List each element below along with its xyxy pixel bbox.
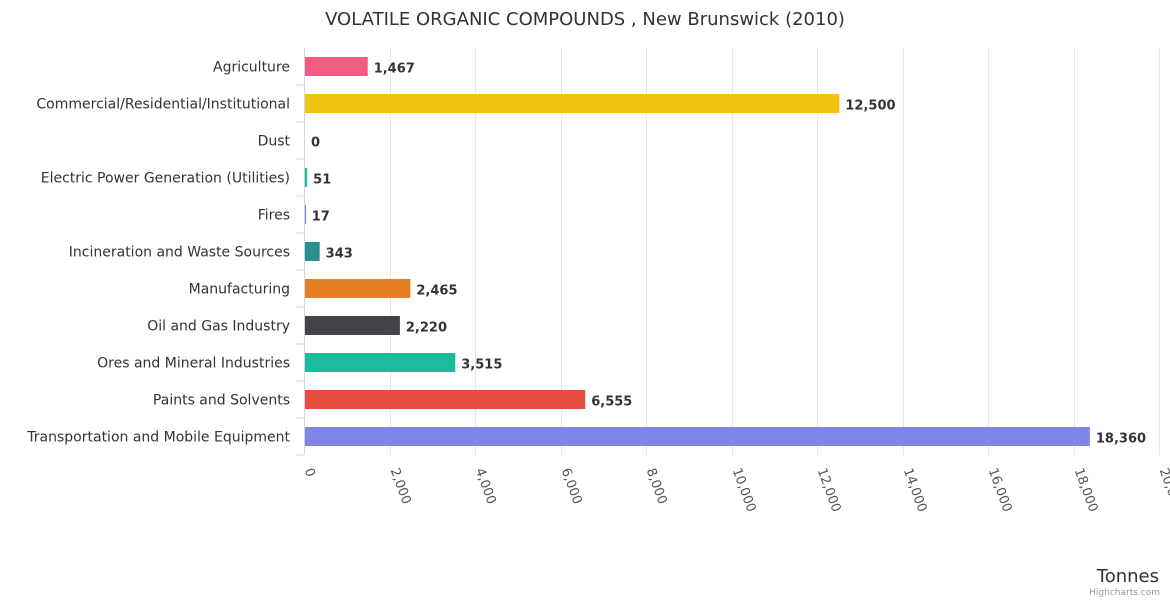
tick-label: 18,000 <box>1071 466 1101 514</box>
data-label: 51 <box>313 173 331 188</box>
category-label: Commercial/Residential/Institutional <box>36 97 290 113</box>
data-label: 6,555 <box>591 395 632 410</box>
category-label: Manufacturing <box>189 282 290 298</box>
bar[interactable] <box>305 353 456 372</box>
bar[interactable] <box>305 205 306 224</box>
data-label: 2,465 <box>416 284 457 299</box>
data-label: 3,515 <box>461 358 502 373</box>
tick-label: 2,000 <box>387 466 414 506</box>
tick-label: 20,000 <box>1156 466 1170 514</box>
data-label: 17 <box>312 210 330 225</box>
tick-label: 16,000 <box>985 466 1015 514</box>
category-label: Oil and Gas Industry <box>147 319 290 335</box>
data-label: 1,467 <box>374 62 415 77</box>
bars <box>305 57 1090 446</box>
category-label: Ores and Mineral Industries <box>97 356 290 372</box>
chart-title: VOLATILE ORGANIC COMPOUNDS , New Brunswi… <box>325 9 845 30</box>
credits[interactable]: Highcharts.com <box>1089 588 1160 598</box>
data-labels: 1,467 12,500 0 51 17 343 2,465 2,220 3,515 6,555 1… <box>311 62 1146 447</box>
data-label: 12,500 <box>845 99 895 114</box>
data-label: 2,220 <box>406 321 447 336</box>
value-axis-title: Tonnes <box>1096 566 1159 587</box>
bar[interactable] <box>305 94 840 113</box>
grid <box>296 48 1160 456</box>
category-label: Dust <box>258 134 291 150</box>
tick-label: 12,000 <box>814 466 844 514</box>
tick-label: 8,000 <box>643 466 670 506</box>
bar[interactable] <box>305 390 586 409</box>
bar[interactable] <box>305 242 320 261</box>
bar[interactable] <box>305 427 1090 446</box>
category-label: Paints and Solvents <box>153 393 290 409</box>
tick-label: 14,000 <box>900 466 930 514</box>
category-label: Electric Power Generation (Utilities) <box>41 171 290 187</box>
tick-label: 4,000 <box>472 466 499 506</box>
category-label: Agriculture <box>213 60 290 76</box>
bar[interactable] <box>305 279 411 298</box>
category-label: Incineration and Waste Sources <box>69 245 290 261</box>
tick-label: 10,000 <box>729 466 759 514</box>
data-label: 0 <box>311 136 320 151</box>
bar[interactable] <box>305 316 400 335</box>
category-labels: Agriculture Commercial/Residential/Instit… <box>26 60 290 446</box>
category-label: Transportation and Mobile Equipment <box>26 430 290 446</box>
data-label: 18,360 <box>1096 432 1146 447</box>
tick-label: 6,000 <box>558 466 585 506</box>
tick-label: 0 <box>301 466 318 479</box>
data-label: 343 <box>326 247 353 262</box>
axis-tick-labels: 0 2,000 4,000 6,000 8,000 10,000 12,000 14,000 1… <box>301 466 1170 514</box>
bar[interactable] <box>305 57 368 76</box>
category-label: Fires <box>258 208 290 224</box>
bar[interactable] <box>305 168 308 187</box>
